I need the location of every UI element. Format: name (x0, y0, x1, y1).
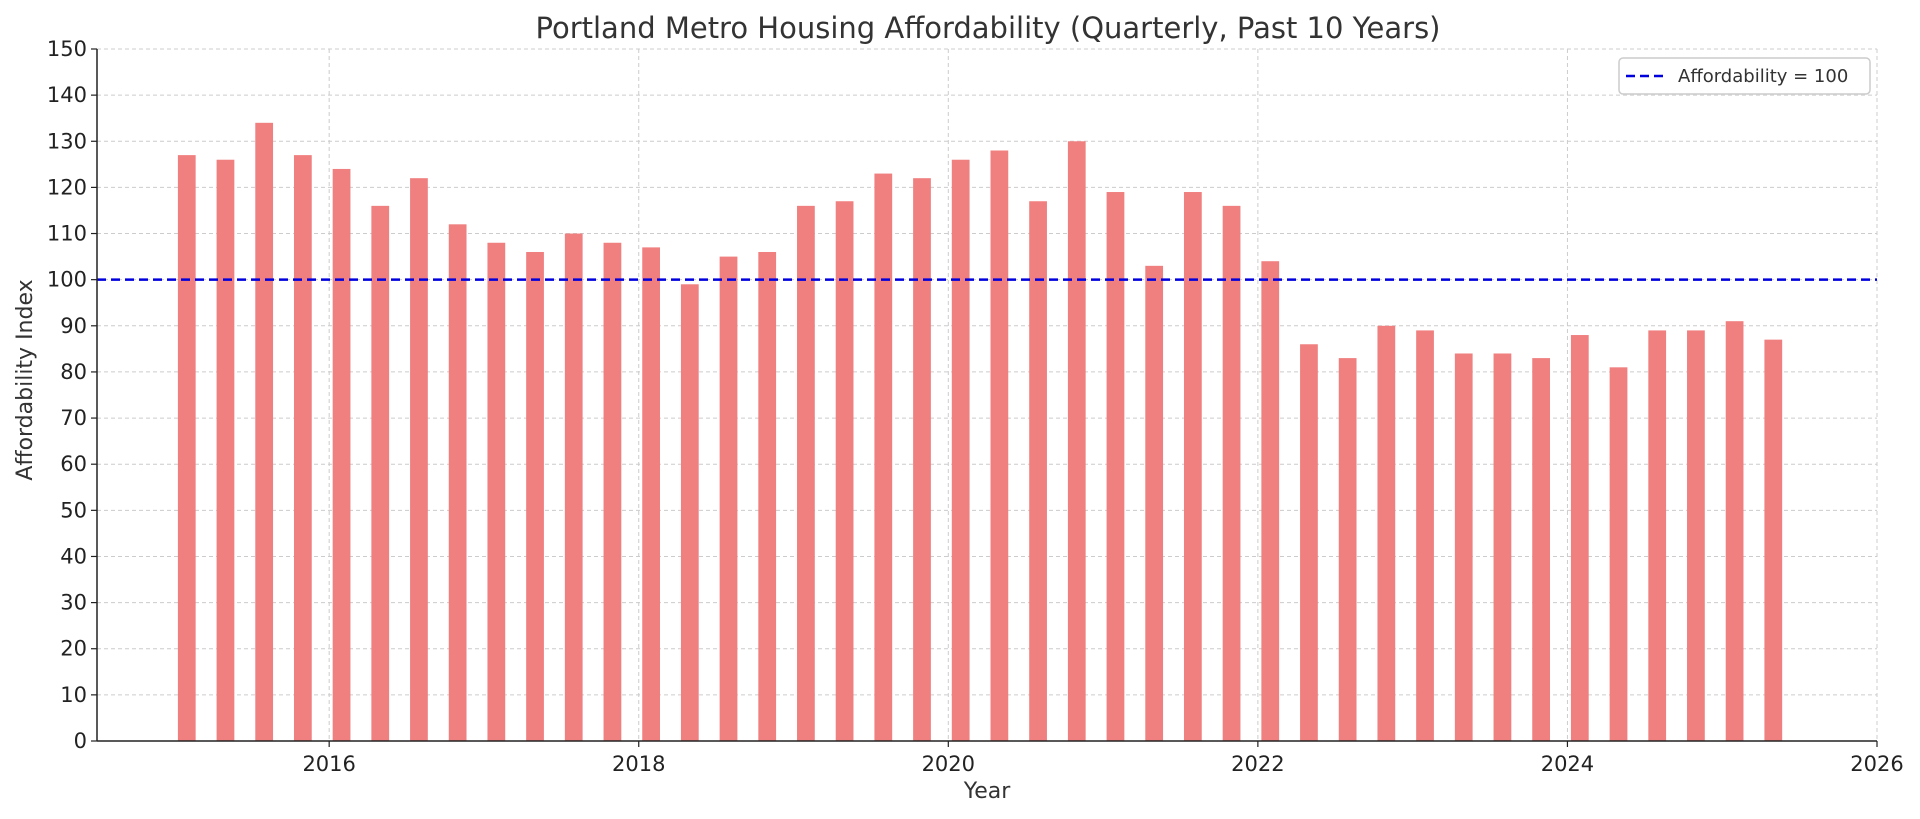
bar (1648, 330, 1667, 741)
tick-labels: 0 10 20 30 40 50 60 70 80 90 100 110 120 130 140 150 201… (47, 37, 1904, 776)
bar (1222, 205, 1241, 741)
bar (1067, 141, 1086, 741)
bar (1338, 358, 1357, 741)
legend: Affordability = 100 (1618, 57, 1871, 95)
bar (1183, 192, 1202, 742)
bar (680, 284, 699, 741)
y-tick-label: 30 (60, 591, 87, 615)
x-axis-label: Year (963, 779, 1012, 804)
bar (1764, 339, 1783, 741)
legend-label: Affordability = 100 (1678, 66, 1848, 87)
x-tick-label: 2018 (612, 752, 665, 776)
y-tick-label: 150 (47, 37, 87, 61)
bar (758, 251, 777, 741)
bar (564, 233, 583, 742)
bar (1493, 353, 1512, 741)
y-tick-label: 40 (60, 544, 87, 568)
bar (1145, 265, 1164, 741)
y-tick-label: 70 (60, 406, 87, 430)
bar (410, 178, 428, 741)
bar (371, 205, 390, 741)
bar (177, 155, 196, 741)
bar (642, 247, 661, 741)
y-tick-label: 130 (47, 129, 87, 153)
bar (1029, 201, 1047, 742)
y-tick-label: 90 (60, 314, 87, 338)
bar (1300, 344, 1318, 741)
y-axis-label: Affordability Index (13, 279, 38, 480)
bar (293, 155, 312, 741)
bar (1261, 261, 1280, 741)
bar (216, 159, 235, 742)
bar (1416, 330, 1434, 741)
y-tick-label: 110 (47, 222, 87, 246)
y-tick-label: 20 (60, 637, 87, 661)
bar (1609, 367, 1628, 741)
legend-frame (1618, 57, 1871, 95)
y-tick-label: 50 (60, 498, 87, 522)
axes (96, 49, 1877, 742)
y-tick-label: 0 (74, 729, 87, 753)
x-tick-label: 2016 (302, 752, 355, 776)
bar (1570, 335, 1589, 741)
x-tick-label: 2020 (922, 752, 975, 776)
bar (913, 178, 931, 741)
bar (526, 251, 544, 741)
bar (797, 205, 815, 741)
bar (255, 122, 274, 741)
bar (1725, 321, 1744, 741)
bar (332, 168, 351, 742)
bar (990, 150, 1009, 741)
x-tick-label: 2022 (1231, 752, 1284, 776)
grid (97, 48, 1878, 741)
x-tick-label: 2024 (1541, 752, 1594, 776)
y-tick-label: 80 (60, 360, 87, 384)
x-tick-label: 2026 (1850, 752, 1903, 776)
y-tick-label: 10 (60, 683, 87, 707)
bar (448, 224, 467, 742)
bar (1687, 330, 1705, 741)
bar (487, 242, 506, 741)
bar (719, 256, 738, 741)
y-tick-label: 100 (47, 268, 87, 292)
bar (603, 242, 622, 741)
chart-title: Portland Metro Housing Affordability (Qu… (536, 11, 1441, 45)
bar (874, 173, 893, 741)
bar (1532, 358, 1551, 741)
y-tick-label: 140 (47, 83, 87, 107)
bar (951, 159, 970, 742)
bar (835, 201, 854, 742)
bars (177, 122, 1783, 742)
y-tick-label: 120 (47, 175, 87, 199)
bar (1454, 353, 1473, 741)
y-tick-label: 60 (60, 452, 87, 476)
bar (1377, 325, 1396, 741)
bar (1106, 192, 1125, 742)
